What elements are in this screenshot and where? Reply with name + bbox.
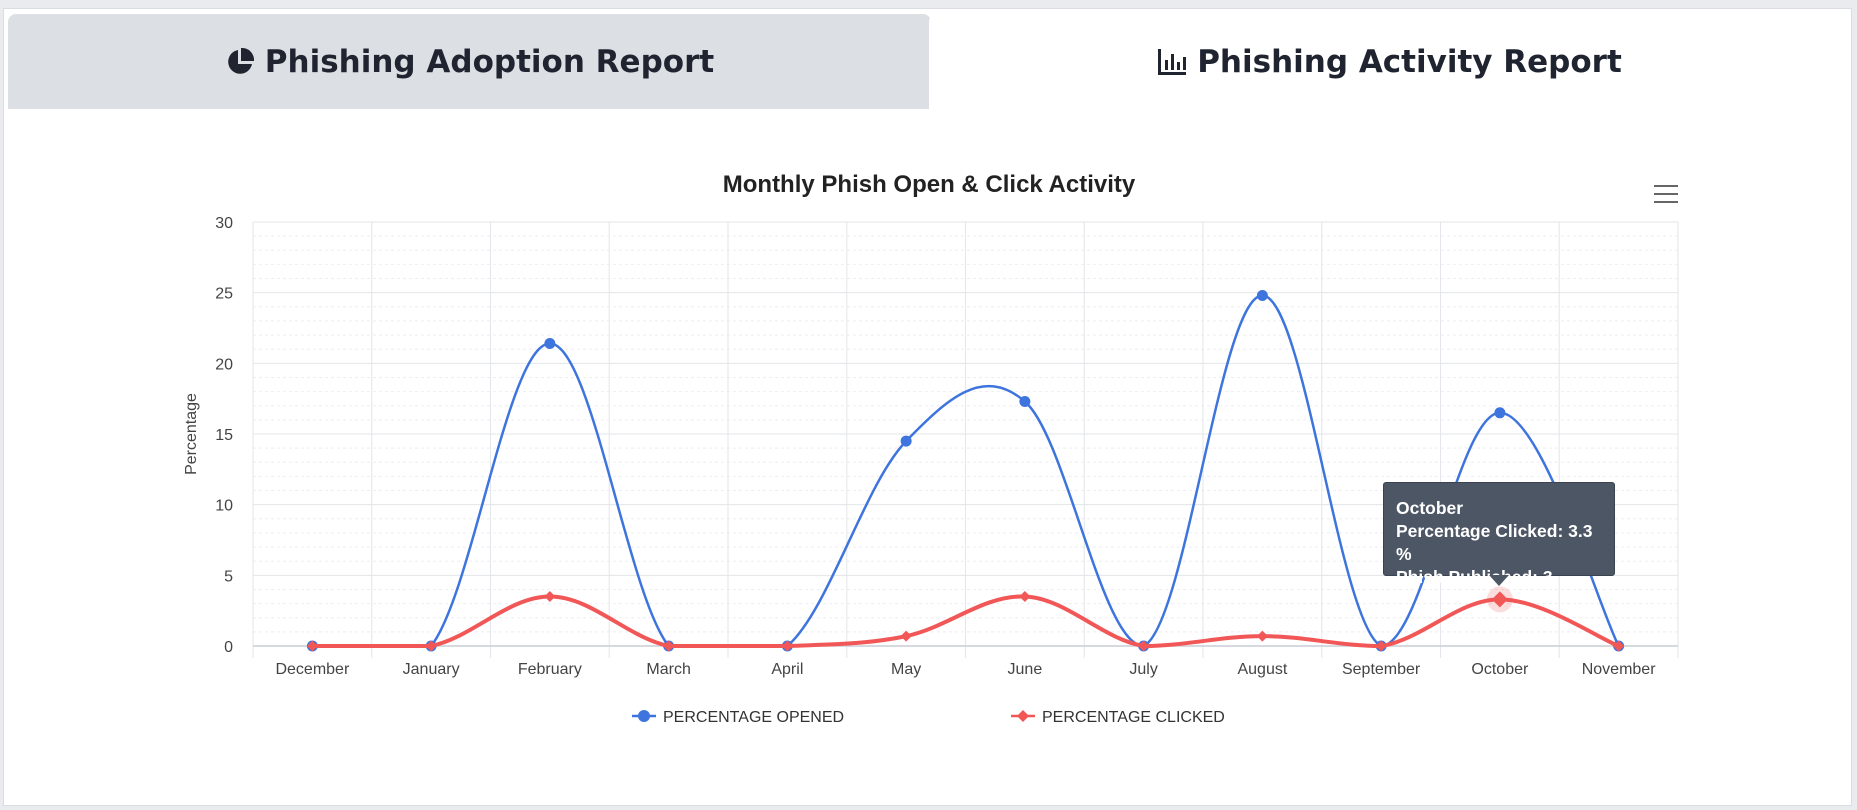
hamburger-icon-bar xyxy=(1654,201,1678,203)
legend-marker xyxy=(1017,710,1029,722)
x-tick-label: July xyxy=(1129,661,1157,678)
data-point-clicked xyxy=(663,640,675,652)
bar-chart-icon xyxy=(1157,48,1187,76)
x-tick-label: January xyxy=(403,661,460,678)
data-point-clicked xyxy=(1138,640,1150,652)
y-tick-label: 25 xyxy=(215,286,233,303)
data-point-clicked xyxy=(306,640,318,652)
data-point-clicked xyxy=(1256,630,1268,642)
x-tick-label: April xyxy=(771,661,803,678)
report-panel: Phishing Adoption Report Phishing Activi… xyxy=(3,8,1852,806)
series-line-percentage-clicked xyxy=(312,594,1620,649)
data-point-clicked xyxy=(1019,591,1031,603)
data-point-opened xyxy=(544,338,556,350)
hamburger-icon-bar xyxy=(1654,185,1678,187)
legend-label: PERCENTAGE CLICKED xyxy=(1042,709,1225,726)
data-point-clicked xyxy=(544,591,556,603)
legend-label: PERCENTAGE OPENED xyxy=(663,709,844,726)
x-tick-label: November xyxy=(1582,661,1656,678)
series xyxy=(306,289,1625,652)
data-point-clicked xyxy=(425,640,437,652)
data-point-clicked xyxy=(1613,640,1625,652)
tooltip-pointer xyxy=(1489,575,1509,586)
y-tick-label: 10 xyxy=(215,498,233,515)
tooltip-percentage-clicked: Percentage Clicked: 3.3 % xyxy=(1396,521,1593,564)
y-axis-label: Percentage xyxy=(183,393,200,475)
tab-phishing-adoption-report[interactable]: Phishing Adoption Report xyxy=(8,14,931,109)
y-tick-label: 15 xyxy=(215,427,233,444)
tab-label: Phishing Adoption Report xyxy=(264,43,715,80)
pie-chart-icon xyxy=(225,47,255,77)
tooltip-month: October xyxy=(1396,498,1464,518)
x-tick-label: June xyxy=(1008,661,1043,678)
tab-phishing-activity-report[interactable]: Phishing Activity Report xyxy=(929,14,1850,109)
axes: 0 5 10 15 20 25 30 December January February March… xyxy=(215,215,1678,678)
legend-item-percentage-clicked[interactable]: PERCENTAGE CLICKED xyxy=(1011,709,1225,726)
data-point-clicked xyxy=(900,630,912,642)
y-tick-label: 0 xyxy=(224,639,233,656)
y-tick-label: 30 xyxy=(215,215,233,232)
data-point-opened xyxy=(1494,407,1506,419)
x-tick-label: March xyxy=(646,661,690,678)
data-point-clicked xyxy=(1375,640,1387,652)
y-tick-label: 5 xyxy=(224,568,233,585)
chart-title: Monthly Phish Open & Click Activity xyxy=(723,171,1136,198)
tooltip-phish-published: Phish Published: 3 xyxy=(1396,567,1553,587)
data-point-opened xyxy=(1019,395,1031,407)
report-tabs: Phishing Adoption Report Phishing Activi… xyxy=(4,9,1851,109)
x-tick-label: August xyxy=(1237,661,1287,678)
y-tick-label: 20 xyxy=(215,356,233,373)
chart-tooltip: October Percentage Clicked: 3.3 % Phish … xyxy=(1383,482,1615,587)
tab-label: Phishing Activity Report xyxy=(1197,43,1622,80)
chart-menu-button[interactable] xyxy=(1654,185,1678,205)
data-point-opened xyxy=(900,435,912,447)
grid xyxy=(252,221,1679,658)
legend-item-percentage-opened[interactable]: PERCENTAGE OPENED xyxy=(632,709,844,726)
x-tick-label: May xyxy=(891,661,921,678)
x-tick-label: December xyxy=(275,661,349,678)
data-point-clicked xyxy=(1491,591,1508,608)
data-point-clicked xyxy=(781,640,793,652)
x-tick-label: October xyxy=(1471,661,1529,678)
x-tick-label: September xyxy=(1342,661,1421,678)
hamburger-icon-bar xyxy=(1654,193,1678,195)
legend: PERCENTAGE OPENED PERCENTAGE CLICKED xyxy=(632,709,1225,726)
data-point-opened xyxy=(1256,289,1268,301)
legend-marker xyxy=(638,710,650,722)
x-tick-label: February xyxy=(518,661,582,678)
